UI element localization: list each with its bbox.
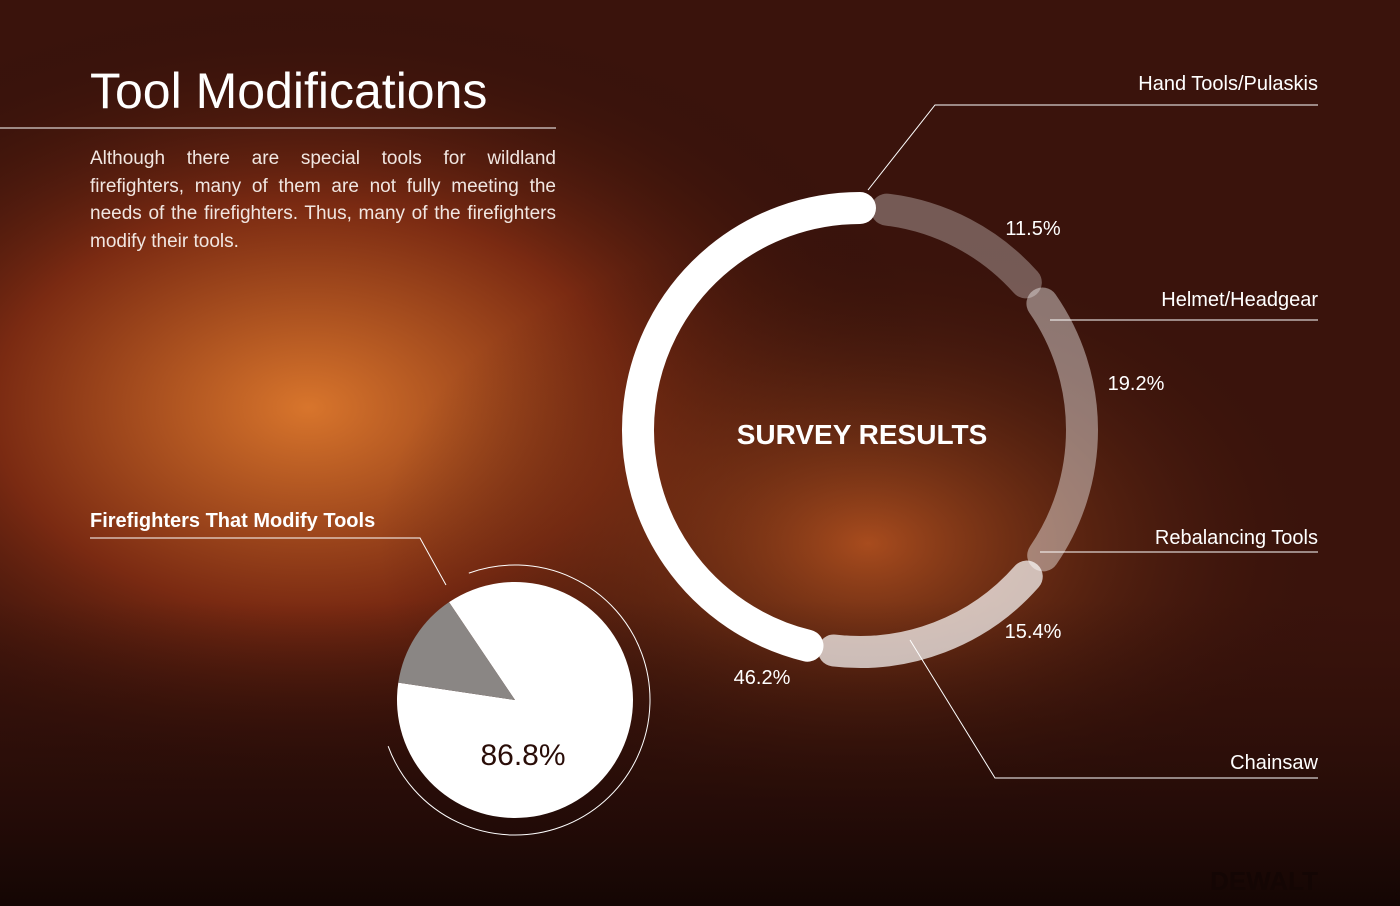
radial-bar bbox=[870, 193, 1042, 299]
value-label: 19.2% bbox=[1108, 373, 1165, 395]
category-label: Helmet/Headgear bbox=[1161, 289, 1318, 311]
ground bbox=[0, 600, 1400, 906]
radial-bar bbox=[622, 192, 876, 662]
body-text: Although there are special tools for wil… bbox=[90, 148, 556, 252]
value-label: 11.5% bbox=[1005, 218, 1060, 240]
value-label: 46.2% bbox=[734, 667, 791, 689]
category-label: Chainsaw bbox=[1230, 752, 1318, 774]
pie-slice bbox=[398, 602, 515, 700]
leader-line bbox=[909, 639, 1318, 779]
leader-line bbox=[867, 104, 1318, 191]
radial-title: SURVEY RESULTS bbox=[737, 419, 988, 450]
value-label: 86.8% bbox=[480, 739, 565, 772]
radial-bar bbox=[1026, 287, 1098, 572]
leader-line bbox=[90, 537, 447, 586]
title: Tool Modifications bbox=[90, 63, 488, 119]
value-label: 15.4% bbox=[1005, 621, 1062, 643]
radial-bar bbox=[817, 560, 1043, 668]
category-label: Hand Tools/Pulaskis bbox=[1138, 73, 1318, 95]
outer-ring bbox=[387, 564, 651, 836]
category-label: Rebalancing Tools bbox=[1155, 527, 1318, 549]
pie-title: Firefighters That Modify Tools bbox=[90, 510, 375, 532]
pie-slice bbox=[396, 582, 633, 818]
brand: DEWALT bbox=[1210, 866, 1318, 896]
